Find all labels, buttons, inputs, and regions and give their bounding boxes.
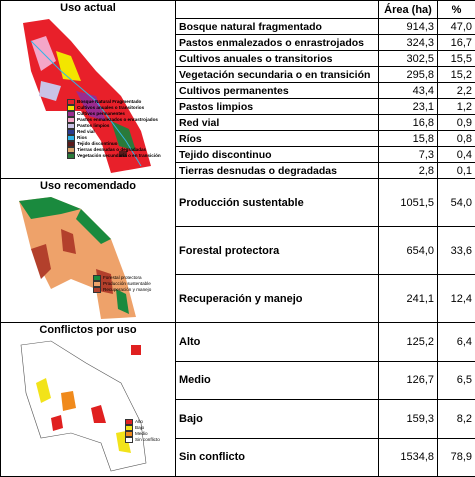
legend-label: Medio [135, 431, 148, 437]
area-value: 43,4 [379, 83, 438, 99]
legend-item: Pastos enmalezados o enrastrojados [67, 117, 161, 123]
percent-value: 0,8 [438, 131, 475, 147]
row-label: Pastos enmalezados o enrastrojados [176, 35, 379, 51]
area-value: 1534,8 [379, 438, 438, 477]
percent-value: 78,9 [438, 438, 475, 477]
row-label: Pastos limpios [176, 99, 379, 115]
row-label: Cultivos anuales o transitorios [176, 51, 379, 67]
area-value: 654,0 [379, 227, 438, 275]
legend-label: Bajo [135, 425, 144, 431]
row-label: Bajo [176, 400, 379, 439]
map-uso-recomendado [1, 179, 176, 323]
legend-label: Red vial [77, 129, 95, 135]
percent-value: 33,6 [438, 227, 475, 275]
legend-label: Cultivos anuales o transitorios [77, 105, 144, 111]
area-value: 302,5 [379, 51, 438, 67]
area-value: 23,1 [379, 99, 438, 115]
legend-label: Vegetación secundaria o en transición [77, 153, 161, 159]
area-value: 126,7 [379, 361, 438, 400]
row-label: Medio [176, 361, 379, 400]
legend-label: Rios [77, 135, 87, 141]
row-label: Bosque natural fragmentado [176, 19, 379, 35]
legend-label: Alto [135, 419, 143, 425]
percent-value: 2,2 [438, 83, 475, 99]
header-area: Área (ha) [379, 1, 438, 19]
legend-label: Recuperación y manejo [103, 287, 151, 293]
legend-label: Bosque Natural Fragmentado [77, 99, 141, 105]
legend-swatch [125, 437, 133, 443]
legend-swatch [67, 153, 75, 159]
percent-value: 1,2 [438, 99, 475, 115]
percent-value: 6,5 [438, 361, 475, 400]
map-conflictos [1, 323, 176, 477]
area-value: 241,1 [379, 275, 438, 323]
percent-value: 15,5 [438, 51, 475, 67]
percent-value: 15,2 [438, 67, 475, 83]
row-label: Cultivos permanentes [176, 83, 379, 99]
row-label: Alto [176, 323, 379, 362]
header-empty [176, 1, 379, 19]
legend-label: Sin conflicto [135, 437, 160, 443]
legend-label: Pastos enmalezados o enrastrojados [77, 117, 158, 123]
percent-value: 0,1 [438, 163, 475, 179]
row-label: Red vial [176, 115, 379, 131]
area-value: 16,8 [379, 115, 438, 131]
row-label: Forestal protectora [176, 227, 379, 275]
legend-swatch [93, 287, 101, 293]
area-value: 15,8 [379, 131, 438, 147]
area-value: 2,8 [379, 163, 438, 179]
percent-value: 0,4 [438, 147, 475, 163]
percent-value: 0,9 [438, 115, 475, 131]
row-label: Recuperación y manejo [176, 275, 379, 323]
legend-label: Forestal protectora [103, 275, 142, 281]
section-title: Uso recomendado [1, 180, 175, 192]
section-title: Uso actual [1, 2, 175, 14]
row-label: Sin conflicto [176, 438, 379, 477]
legend-item: Sin conflicto [125, 437, 160, 443]
legend-item: Vegetación secundaria o en transición [67, 153, 161, 159]
legend-label: Producción sustentable [103, 281, 151, 287]
area-value: 125,2 [379, 323, 438, 362]
legend-label: Tejido discontinuo [77, 141, 118, 147]
percent-value: 12,4 [438, 275, 475, 323]
percent-value: 16,7 [438, 35, 475, 51]
legend-label: Tierras desnudas o degradadas [77, 147, 146, 153]
area-value: 914,3 [379, 19, 438, 35]
section-title: Conflictos por uso [1, 324, 175, 336]
area-value: 324,3 [379, 35, 438, 51]
row-label: Tierras desnudas o degradadas [176, 163, 379, 179]
percent-value: 54,0 [438, 179, 475, 227]
legend-label: Pastos limpios [77, 123, 109, 129]
percent-value: 47,0 [438, 19, 475, 35]
percent-value: 8,2 [438, 400, 475, 439]
legend-label: Cultivos permanentes [77, 111, 125, 117]
percent-value: 6,4 [438, 323, 475, 362]
area-value: 7,3 [379, 147, 438, 163]
legend-item: Recuperación y manejo [93, 287, 151, 293]
row-label: Ríos [176, 131, 379, 147]
header-percent: % [438, 1, 475, 19]
area-value: 1051,5 [379, 179, 438, 227]
row-label: Tejido discontinuo [176, 147, 379, 163]
area-value: 295,8 [379, 67, 438, 83]
row-label: Producción sustentable [176, 179, 379, 227]
area-value: 159,3 [379, 400, 438, 439]
row-label: Vegetación secundaria o en transición [176, 67, 379, 83]
